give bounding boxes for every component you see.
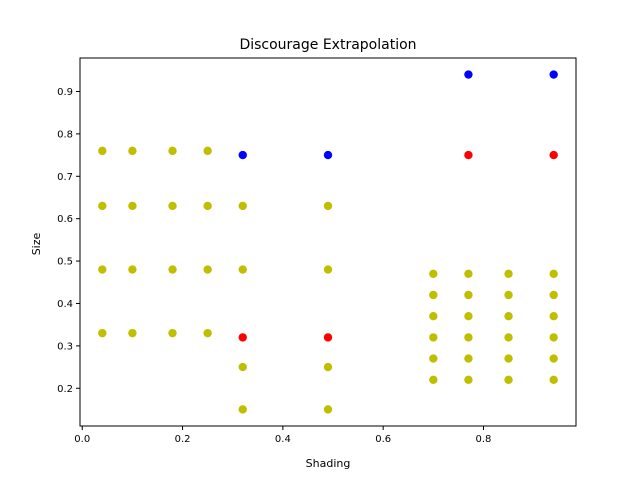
data-point — [323, 405, 333, 414]
x-tick-label: 0.0 — [74, 434, 90, 445]
data-point — [464, 150, 473, 160]
x-tick-label: 0.6 — [375, 434, 391, 445]
y-tick-label: 0.4 — [57, 299, 73, 310]
data-point — [98, 146, 107, 156]
data-point — [203, 146, 212, 156]
data-point — [504, 375, 513, 384]
data-point — [464, 290, 473, 300]
data-point — [504, 333, 513, 342]
data-point — [323, 362, 333, 372]
data-point — [504, 354, 513, 363]
data-point — [168, 146, 177, 156]
data-point — [238, 333, 247, 342]
data-point — [464, 333, 473, 342]
y-tick-label: 0.8 — [57, 129, 73, 140]
data-point — [168, 328, 177, 338]
chart-title: Discourage Extrapolation — [239, 37, 416, 53]
x-tick-label: 0.4 — [275, 434, 291, 445]
data-point — [429, 269, 438, 278]
data-point — [323, 333, 333, 342]
data-point — [238, 201, 247, 211]
data-point — [464, 311, 473, 321]
data-point — [98, 201, 107, 211]
data-point — [549, 70, 558, 79]
data-point — [128, 328, 137, 338]
data-point — [429, 290, 438, 300]
y-tick-label: 0.2 — [57, 384, 73, 395]
data-point — [128, 201, 137, 211]
y-tick-label: 0.6 — [57, 214, 73, 225]
data-point — [168, 201, 177, 211]
data-point — [504, 290, 513, 300]
data-point — [238, 405, 247, 414]
data-point — [203, 201, 212, 211]
data-point — [429, 354, 438, 363]
points-layer — [98, 70, 558, 414]
data-point — [98, 328, 107, 338]
y-tick-label: 0.7 — [57, 172, 73, 183]
data-point — [128, 265, 137, 274]
data-point — [203, 265, 212, 274]
y-axis: 0.2 0.3 0.4 0.5 0.6 0.7 0.8 0.9 — [57, 87, 80, 395]
data-point — [238, 362, 247, 372]
data-point — [168, 265, 177, 274]
data-point — [504, 311, 513, 321]
data-point — [429, 333, 438, 342]
data-point — [323, 150, 333, 160]
data-point — [464, 354, 473, 363]
x-axis-label: Shading — [306, 457, 351, 470]
data-point — [464, 375, 473, 384]
data-point — [504, 269, 513, 278]
y-tick-label: 0.9 — [57, 87, 73, 98]
data-point — [549, 150, 558, 160]
x-axis: 0.0 0.2 0.4 0.6 0.8 — [74, 426, 491, 445]
data-point — [549, 375, 558, 384]
data-point — [128, 146, 137, 156]
data-point — [549, 311, 558, 321]
data-point — [549, 333, 558, 342]
data-point — [203, 328, 212, 338]
y-tick-label: 0.5 — [57, 257, 73, 268]
data-point — [464, 269, 473, 278]
data-point — [429, 375, 438, 384]
x-tick-label: 0.8 — [476, 434, 492, 445]
data-point — [323, 265, 333, 274]
data-point — [323, 201, 333, 211]
data-point — [549, 269, 558, 278]
data-point — [549, 354, 558, 363]
data-point — [549, 290, 558, 300]
data-point — [464, 70, 473, 79]
data-point — [429, 311, 438, 321]
data-point — [238, 265, 247, 274]
data-point — [238, 150, 247, 160]
data-point — [98, 265, 107, 274]
y-tick-label: 0.3 — [57, 341, 73, 352]
x-tick-label: 0.2 — [175, 434, 191, 445]
y-axis-label: Size — [30, 232, 43, 255]
